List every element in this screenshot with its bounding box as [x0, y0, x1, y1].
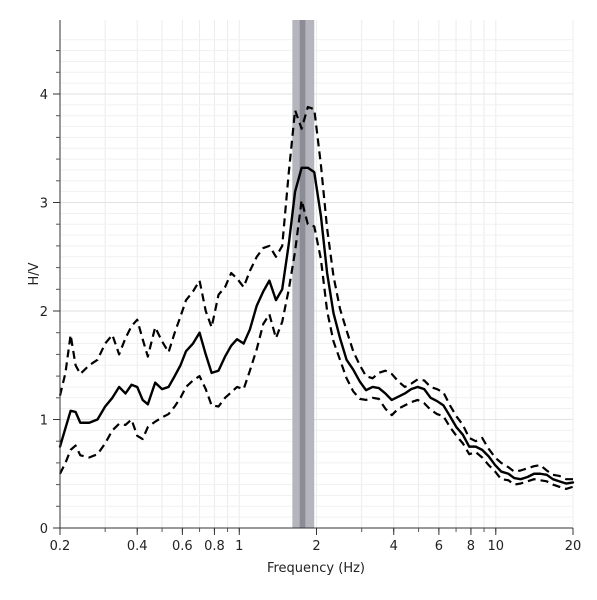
y-tick-label: 3 [40, 197, 48, 212]
x-tick-label: 1 [235, 539, 243, 554]
x-tick-label: 0.4 [127, 539, 148, 554]
x-tick-label: 8 [467, 539, 475, 554]
x-axis-label: Frequency (Hz) [267, 561, 365, 576]
hv-mean-line [58, 166, 575, 485]
x-tick-label: 10 [488, 539, 505, 554]
x-tick-label: 0.8 [204, 539, 225, 554]
tick-labels: 0.2 0.4 0.6 0.8 1 2 4 6 8 10 20 0 1 2 3 4 [40, 88, 582, 554]
x-tick-label: 0.2 [50, 539, 71, 554]
peak-band [292, 20, 315, 528]
tick-marks [53, 50, 574, 535]
y-axis-label: H/V [27, 262, 42, 285]
y-tick-label: 2 [40, 305, 48, 320]
x-tick-label: 0.6 [172, 539, 193, 554]
x-tick-label: 6 [435, 539, 443, 554]
peak-band-inner [299, 20, 306, 528]
x-tick-label: 4 [390, 539, 398, 554]
hv-lower-std-line [59, 199, 574, 491]
grid [59, 20, 574, 529]
y-tick-label: 1 [40, 414, 48, 429]
series-group [58, 105, 575, 491]
x-tick-label: 20 [565, 539, 582, 554]
hv-upper-std-line [58, 105, 573, 481]
x-tick-label: 2 [312, 539, 320, 554]
y-tick-label: 4 [40, 88, 48, 103]
y-tick-label: 0 [40, 522, 48, 537]
